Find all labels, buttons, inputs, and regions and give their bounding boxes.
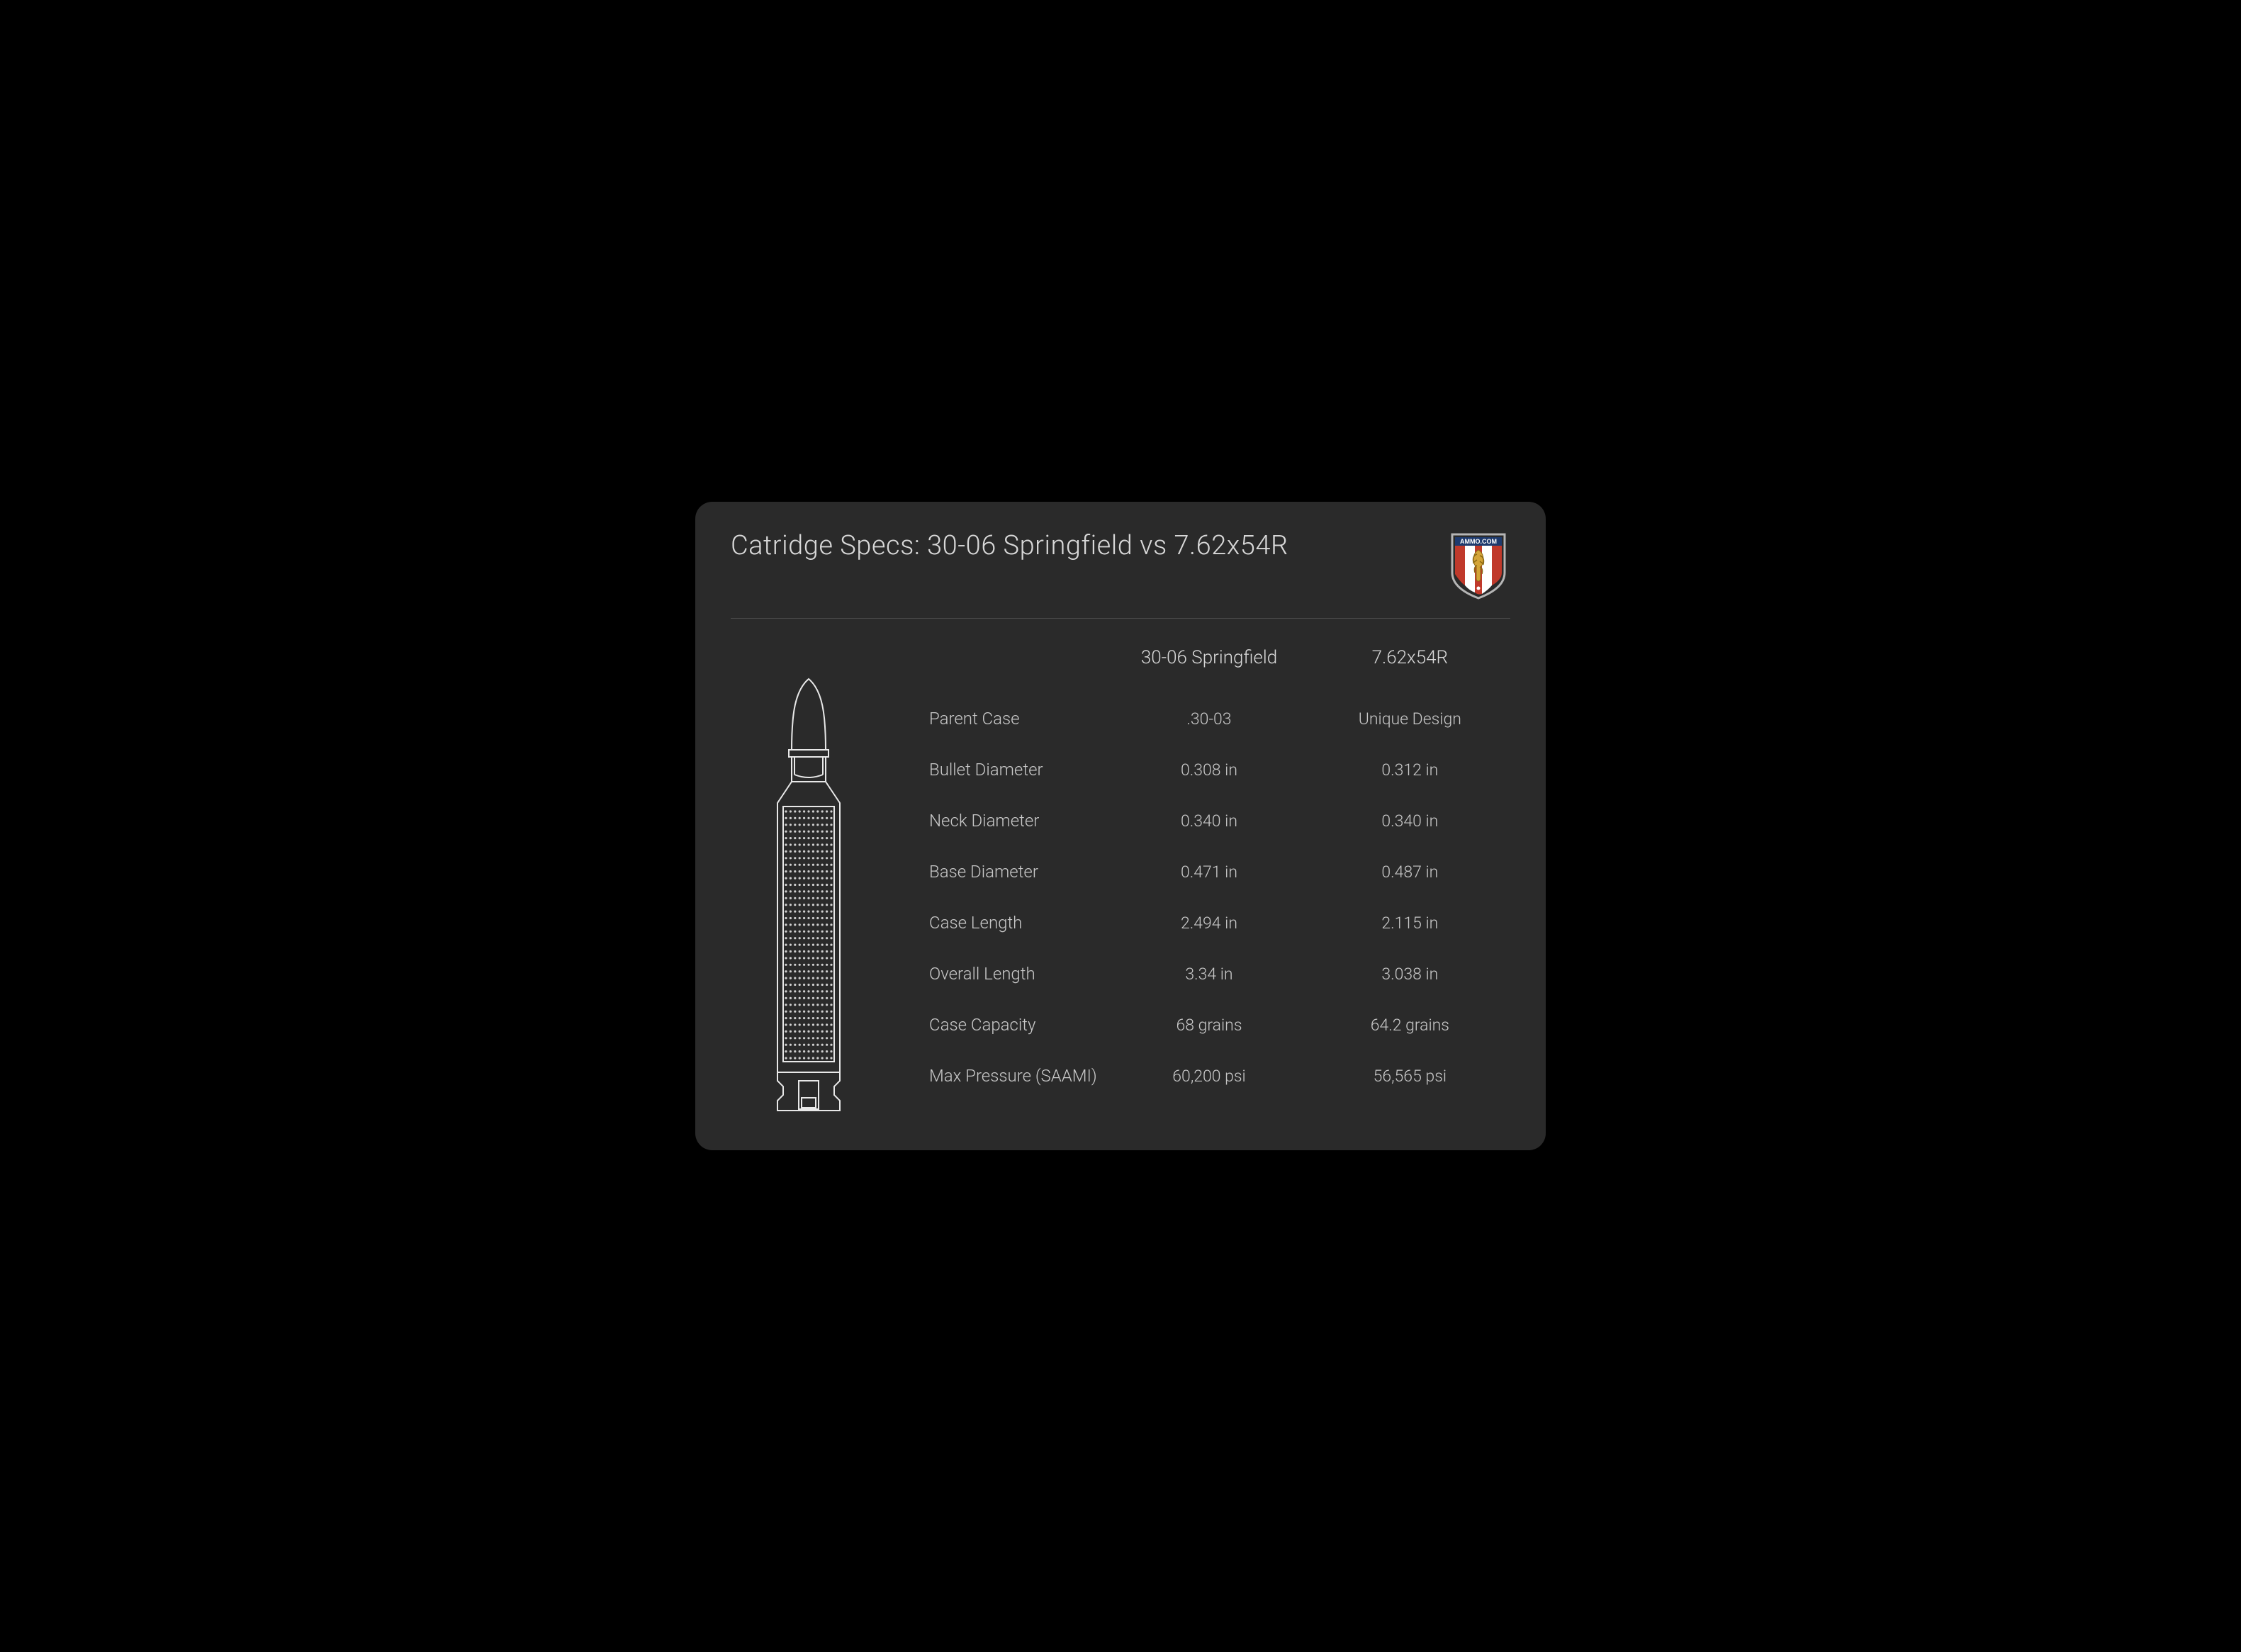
diagram-column bbox=[731, 647, 887, 1115]
shield-icon: AMMO.COM bbox=[1447, 530, 1510, 601]
spec-label: Case Length bbox=[908, 913, 1108, 933]
table-row: Case Length2.494 in2.115 in bbox=[908, 897, 1510, 948]
cartridge-diagram-icon bbox=[745, 675, 872, 1115]
spec-value-col2: 0.487 in bbox=[1310, 862, 1510, 882]
table-header: 30-06 Springfield 7.62x54R bbox=[908, 647, 1510, 668]
spec-value-col1: 2.494 in bbox=[1108, 914, 1309, 933]
spec-value-col2: 0.340 in bbox=[1310, 811, 1510, 831]
spec-label: Max Pressure (SAAMI) bbox=[908, 1066, 1108, 1086]
column-header-2: 7.62x54R bbox=[1310, 647, 1510, 668]
spec-label: Bullet Diameter bbox=[908, 760, 1108, 780]
spec-value-col1: .30-03 bbox=[1108, 709, 1309, 729]
content: 30-06 Springfield 7.62x54R Parent Case.3… bbox=[731, 647, 1510, 1115]
table-row: Neck Diameter0.340 in0.340 in bbox=[908, 795, 1510, 846]
table-row: Overall Length3.34 in3.038 in bbox=[908, 948, 1510, 999]
table-row: Case Capacity68 grains64.2 grains bbox=[908, 999, 1510, 1050]
spec-value-col1: 60,200 psi bbox=[1108, 1067, 1309, 1086]
spec-value-col1: 0.340 in bbox=[1108, 811, 1309, 831]
ammo-logo: AMMO.COM bbox=[1447, 530, 1510, 604]
spec-value-col1: 68 grains bbox=[1108, 1016, 1309, 1035]
spec-label: Overall Length bbox=[908, 964, 1108, 984]
spec-value-col2: 3.038 in bbox=[1310, 965, 1510, 984]
header: Catridge Specs: 30-06 Springfield vs 7.6… bbox=[731, 530, 1510, 604]
spec-label: Case Capacity bbox=[908, 1015, 1108, 1035]
spec-value-col2: Unique Design bbox=[1310, 709, 1510, 729]
table-row: Max Pressure (SAAMI)60,200 psi56,565 psi bbox=[908, 1050, 1510, 1101]
spec-value-col2: 64.2 grains bbox=[1310, 1016, 1510, 1035]
spec-label: Parent Case bbox=[908, 709, 1108, 729]
page-title: Catridge Specs: 30-06 Springfield vs 7.6… bbox=[731, 530, 1288, 561]
divider bbox=[731, 618, 1510, 619]
spec-label: Neck Diameter bbox=[908, 811, 1108, 831]
spec-card: Catridge Specs: 30-06 Springfield vs 7.6… bbox=[695, 502, 1546, 1150]
spec-value-col1: 0.471 in bbox=[1108, 862, 1309, 882]
logo-text: AMMO.COM bbox=[1460, 538, 1497, 545]
table-row: Base Diameter0.471 in0.487 in bbox=[908, 846, 1510, 897]
spec-table: 30-06 Springfield 7.62x54R Parent Case.3… bbox=[908, 647, 1510, 1115]
table-row: Bullet Diameter0.308 in0.312 in bbox=[908, 744, 1510, 795]
spec-value-col1: 3.34 in bbox=[1108, 965, 1309, 984]
spec-value-col1: 0.308 in bbox=[1108, 760, 1309, 780]
spec-value-col2: 2.115 in bbox=[1310, 914, 1510, 933]
spec-value-col2: 0.312 in bbox=[1310, 760, 1510, 780]
table-row: Parent Case.30-03Unique Design bbox=[908, 693, 1510, 744]
spec-value-col2: 56,565 psi bbox=[1310, 1067, 1510, 1086]
spec-label: Base Diameter bbox=[908, 862, 1108, 882]
column-header-1: 30-06 Springfield bbox=[1108, 647, 1309, 668]
